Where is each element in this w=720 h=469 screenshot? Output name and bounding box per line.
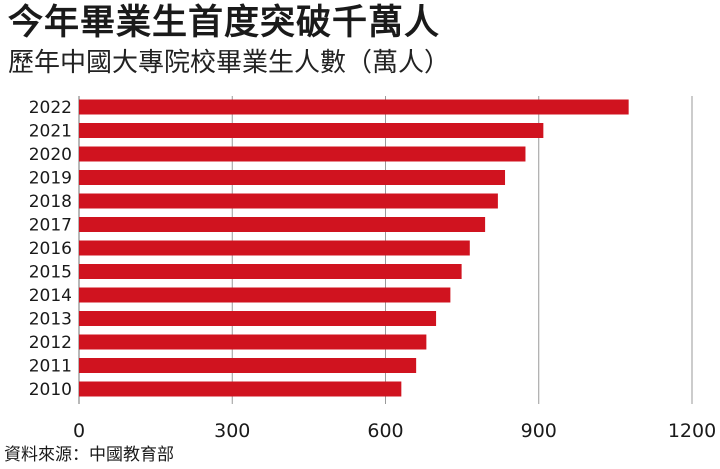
- bar-2017: [79, 217, 486, 232]
- bar-2022: [79, 99, 629, 115]
- category-label: 2017: [29, 216, 72, 236]
- bar-2010: [79, 381, 402, 397]
- x-tick-label: 1200: [668, 420, 716, 442]
- category-label: 2015: [29, 263, 72, 283]
- bar-2014: [79, 287, 451, 303]
- category-label: 2018: [29, 192, 72, 212]
- bar-2019: [79, 170, 506, 185]
- category-label: 2022: [29, 98, 72, 118]
- x-tick-labels: 0 300 600 900 1200: [73, 420, 716, 442]
- source-note: 資料來源：中國教育部: [4, 445, 174, 465]
- category-label: 2020: [29, 145, 72, 165]
- x-tick-label: 0: [73, 420, 85, 442]
- category-label: 2014: [29, 286, 72, 306]
- category-label: 2021: [29, 122, 72, 142]
- category-label: 2013: [29, 310, 72, 330]
- x-tick-label: 600: [367, 420, 403, 442]
- bar-2018: [79, 193, 498, 209]
- category-label: 2010: [29, 380, 72, 400]
- bar-2021: [79, 123, 544, 138]
- bar-2016: [79, 240, 470, 256]
- category-labels: 2022 2021 2020 2019 2018 2017 2016 2015 2014 2013…: [29, 98, 72, 400]
- bar-2012: [79, 334, 427, 350]
- category-label: 2011: [29, 357, 72, 377]
- category-label: 2012: [29, 333, 72, 353]
- bar-2015: [79, 264, 462, 279]
- chart-subtitle: 歷年中國大專院校畢業生人數（萬人）: [8, 48, 451, 78]
- bars: [79, 99, 629, 397]
- category-label: 2019: [29, 169, 72, 189]
- x-tick-label: 300: [214, 420, 250, 442]
- bar-2020: [79, 146, 526, 162]
- bar-2013: [79, 311, 437, 326]
- category-label: 2016: [29, 239, 72, 259]
- chart-title: 今年畢業生首度突破千萬人: [8, 3, 441, 43]
- x-tick-label: 900: [521, 420, 557, 442]
- bar-2011: [79, 358, 417, 373]
